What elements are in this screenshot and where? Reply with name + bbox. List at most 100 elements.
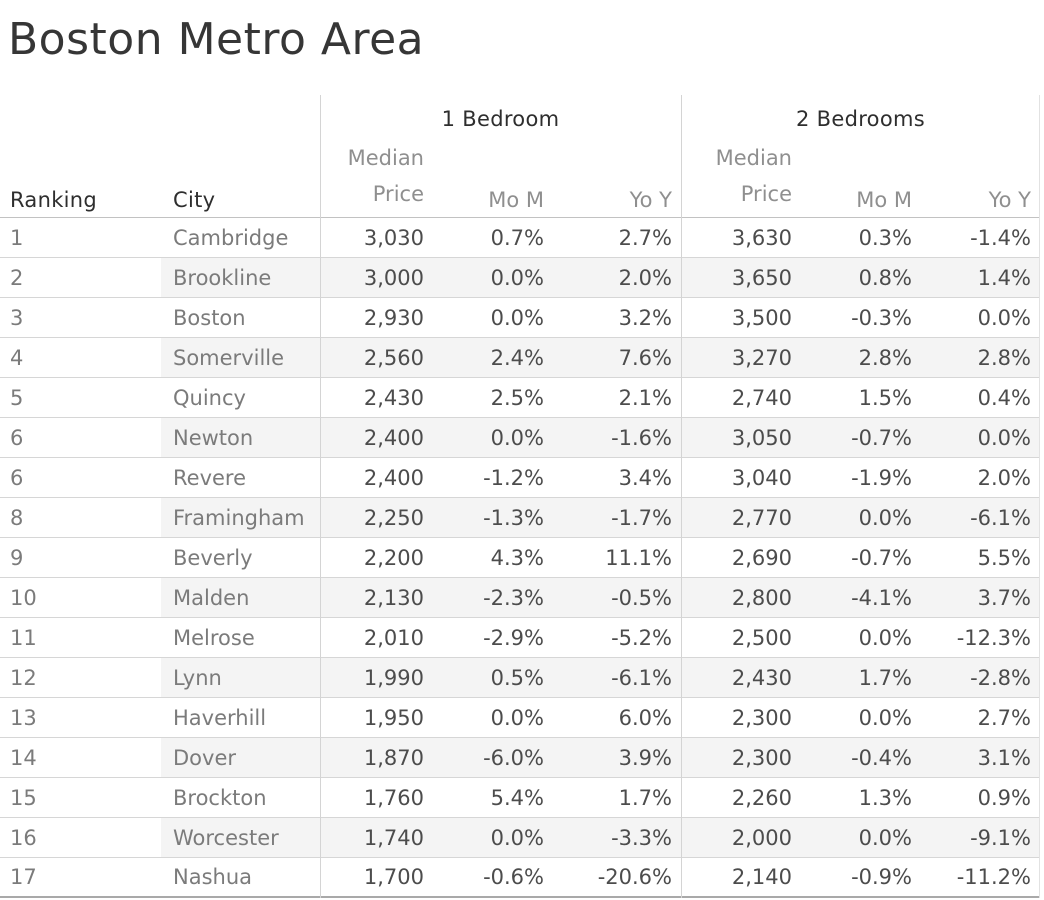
column-header-mom-2br[interactable]: Mo M <box>856 188 912 212</box>
price-cell-1br[interactable]: 1,870 <box>320 738 433 777</box>
city-cell[interactable]: Brookline <box>161 258 320 297</box>
yoy-cell-2br[interactable]: 2.7% <box>977 705 1031 730</box>
column-header-median-price-1br[interactable]: Median Price <box>320 140 433 217</box>
mom-cell-2br[interactable]: 0.0% <box>858 625 912 650</box>
price-cell-1br[interactable]: 2,400 <box>320 418 433 457</box>
mom-cell-1br[interactable]: 0.5% <box>433 658 553 697</box>
rank-cell[interactable]: 16 <box>10 825 37 850</box>
city-cell[interactable]: Revere <box>173 465 247 490</box>
rank-cell[interactable]: 8 <box>10 505 24 530</box>
mom-cell-1br[interactable]: -1.3% <box>433 498 553 537</box>
rank-cell[interactable]: 6 <box>10 465 24 490</box>
price-cell-2br[interactable]: 2,140 <box>731 865 792 889</box>
column-header-yoy-1br[interactable]: Yo Y <box>629 188 672 212</box>
rank-cell[interactable]: 10 <box>10 585 37 610</box>
yoy-cell-1br[interactable]: 3.9% <box>553 738 681 777</box>
yoy-cell-1br[interactable]: -3.3% <box>553 818 681 857</box>
price-cell-2br[interactable]: 2,770 <box>681 498 801 537</box>
price-cell-1br[interactable]: 2,200 <box>363 545 424 570</box>
mom-cell-2br[interactable]: 1.7% <box>801 658 921 697</box>
price-cell-1br[interactable]: 2,430 <box>363 385 424 410</box>
yoy-cell-2br[interactable]: 1.4% <box>921 258 1040 297</box>
yoy-cell-2br[interactable]: -11.2% <box>956 865 1031 889</box>
rank-cell[interactable]: 3 <box>10 305 24 330</box>
price-cell-1br[interactable]: 2,930 <box>363 305 424 330</box>
mom-cell-1br[interactable]: 0.0% <box>433 818 553 857</box>
yoy-cell-2br[interactable]: -12.3% <box>956 625 1031 650</box>
yoy-cell-2br[interactable]: -2.8% <box>921 658 1040 697</box>
rank-cell[interactable]: 5 <box>10 385 24 410</box>
group-header-2-bedrooms[interactable]: 2 Bedrooms <box>796 107 925 131</box>
yoy-cell-2br[interactable]: 0.0% <box>977 305 1031 330</box>
yoy-cell-2br[interactable]: 2.8% <box>921 338 1040 377</box>
mom-cell-2br[interactable]: 0.0% <box>801 818 921 857</box>
mom-cell-1br[interactable]: 0.0% <box>490 705 544 730</box>
mom-cell-2br[interactable]: -0.3% <box>851 305 912 330</box>
yoy-cell-1br[interactable]: 7.6% <box>553 338 681 377</box>
price-cell-2br[interactable]: 3,040 <box>731 465 792 490</box>
city-cell[interactable]: Boston <box>173 305 246 330</box>
mom-cell-1br[interactable]: 0.0% <box>433 418 553 457</box>
mom-cell-1br[interactable]: 0.0% <box>490 305 544 330</box>
column-header-yoy-2br[interactable]: Yo Y <box>988 188 1031 212</box>
city-cell[interactable]: Haverhill <box>173 705 267 730</box>
mom-cell-2br[interactable]: 2.8% <box>801 338 921 377</box>
city-cell[interactable]: Nashua <box>173 865 253 889</box>
rank-cell[interactable]: 12 <box>10 665 37 690</box>
yoy-cell-1br[interactable]: -6.1% <box>553 658 681 697</box>
column-header-ranking[interactable]: Ranking <box>10 188 98 212</box>
mom-cell-1br[interactable]: 0.7% <box>490 225 544 250</box>
mom-cell-1br[interactable]: -2.9% <box>483 625 544 650</box>
price-cell-1br[interactable]: 2,560 <box>320 338 433 377</box>
mom-cell-1br[interactable]: -1.2% <box>483 465 544 490</box>
column-header-median-price-2br[interactable]: Median Price <box>681 140 801 217</box>
mom-cell-2br[interactable]: 0.8% <box>801 258 921 297</box>
price-cell-2br[interactable]: 3,270 <box>681 338 801 377</box>
mom-cell-2br[interactable]: -4.1% <box>801 578 921 617</box>
city-cell[interactable]: Beverly <box>173 545 253 570</box>
mom-cell-2br[interactable]: 0.3% <box>858 225 912 250</box>
price-cell-1br[interactable]: 1,700 <box>363 865 424 889</box>
price-cell-2br[interactable]: 3,050 <box>681 418 801 457</box>
price-cell-2br[interactable]: 2,000 <box>681 818 801 857</box>
rank-cell[interactable]: 4 <box>10 345 24 370</box>
mom-cell-2br[interactable]: -0.7% <box>851 545 912 570</box>
yoy-cell-2br[interactable]: 0.4% <box>977 385 1031 410</box>
yoy-cell-2br[interactable]: 3.1% <box>921 738 1040 777</box>
yoy-cell-1br[interactable]: 1.7% <box>618 785 672 810</box>
mom-cell-1br[interactable]: 2.4% <box>433 338 553 377</box>
price-cell-2br[interactable]: 2,740 <box>731 385 792 410</box>
price-cell-1br[interactable]: 2,010 <box>363 625 424 650</box>
yoy-cell-2br[interactable]: 5.5% <box>977 545 1031 570</box>
price-cell-2br[interactable]: 2,300 <box>681 738 801 777</box>
price-cell-1br[interactable]: 1,740 <box>320 818 433 857</box>
rank-cell[interactable]: 9 <box>10 545 24 570</box>
city-cell[interactable]: Somerville <box>161 338 320 377</box>
price-cell-2br[interactable]: 3,650 <box>681 258 801 297</box>
price-cell-2br[interactable]: 3,500 <box>731 305 792 330</box>
column-header-city[interactable]: City <box>173 188 216 212</box>
rank-cell[interactable]: 1 <box>10 225 24 250</box>
yoy-cell-1br[interactable]: 11.1% <box>605 545 672 570</box>
price-cell-2br[interactable]: 3,630 <box>731 225 792 250</box>
price-cell-2br[interactable]: 2,690 <box>731 545 792 570</box>
group-header-1-bedroom[interactable]: 1 Bedroom <box>441 107 560 131</box>
price-cell-1br[interactable]: 3,030 <box>363 225 424 250</box>
city-cell[interactable]: Worcester <box>161 818 320 857</box>
yoy-cell-1br[interactable]: 2.7% <box>618 225 672 250</box>
price-cell-1br[interactable]: 2,250 <box>320 498 433 537</box>
price-cell-1br[interactable]: 1,950 <box>363 705 424 730</box>
price-cell-2br[interactable]: 2,260 <box>731 785 792 810</box>
mom-cell-2br[interactable]: -0.7% <box>801 418 921 457</box>
price-cell-2br[interactable]: 2,500 <box>731 625 792 650</box>
rank-cell[interactable]: 14 <box>10 745 37 770</box>
city-cell[interactable]: Melrose <box>173 625 255 650</box>
mom-cell-2br[interactable]: -0.9% <box>851 865 912 889</box>
city-cell[interactable]: Cambridge <box>173 225 289 250</box>
yoy-cell-1br[interactable]: 2.0% <box>553 258 681 297</box>
price-cell-2br[interactable]: 2,430 <box>681 658 801 697</box>
yoy-cell-1br[interactable]: 3.2% <box>618 305 672 330</box>
yoy-cell-2br[interactable]: 3.7% <box>921 578 1040 617</box>
column-header-mom-1br[interactable]: Mo M <box>488 188 544 212</box>
mom-cell-1br[interactable]: -0.6% <box>483 865 544 889</box>
